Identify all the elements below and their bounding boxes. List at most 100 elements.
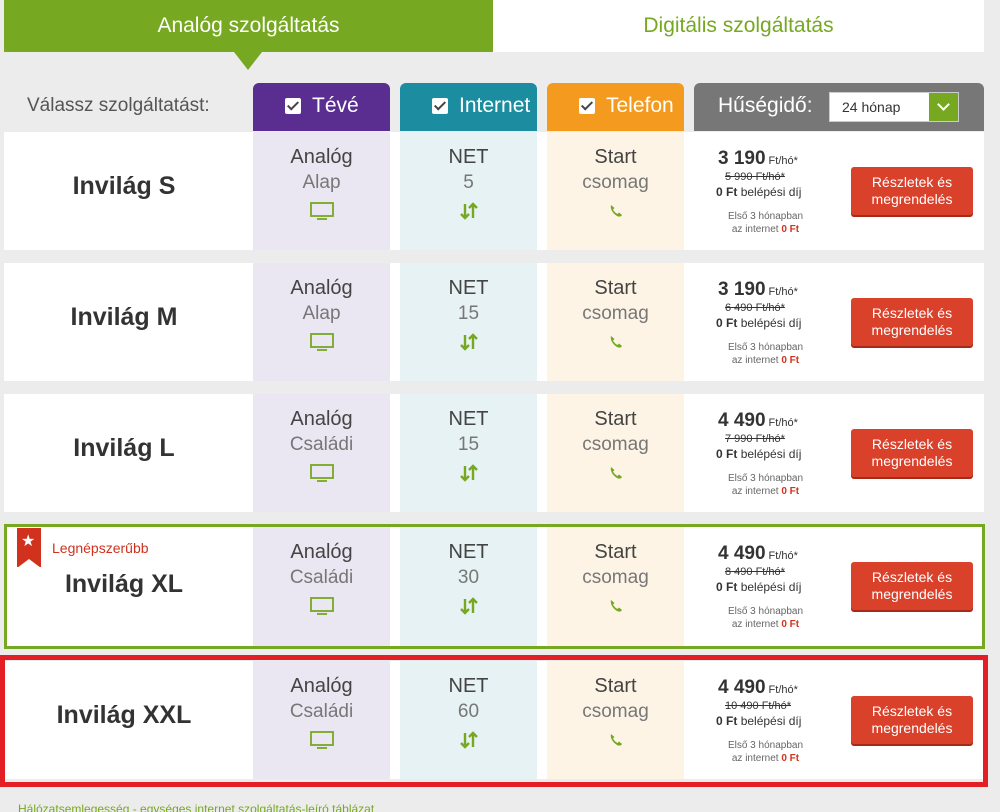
phone-column: Start csomag [547, 263, 684, 381]
popular-badge: Legnépszerűbb [52, 540, 149, 556]
entry-fee: 0 Ft belépési díj [716, 185, 802, 199]
net-neutrality-link[interactable]: Hálózatsemlegesség - egységes internet s… [18, 802, 375, 812]
monthly-price: 3 190 Ft/hó* [718, 148, 798, 169]
internet-speed: 15 [457, 303, 480, 324]
chevron-down-icon[interactable] [929, 93, 958, 121]
tv-icon [253, 333, 390, 356]
choose-service-label: Válassz szolgáltatást: [27, 95, 210, 116]
tv-column: Analóg Alap [253, 132, 390, 250]
internet-type: NET [448, 277, 489, 299]
original-price: 10 490 Ft/hó* [725, 700, 792, 712]
phone-column: Start csomag [547, 394, 684, 512]
package-row: Invilág XL Analóg Családi NET 30 Start c… [4, 527, 984, 647]
phone-icon [547, 598, 684, 619]
original-price: 5 990 Ft/hó* [725, 171, 785, 183]
phone-type: Start [594, 146, 637, 168]
phone-type: Start [594, 408, 637, 430]
tv-column: Analóg Családi [253, 661, 390, 779]
checkbox-icon[interactable] [432, 98, 448, 114]
internet-column: NET 60 [400, 661, 537, 779]
monthly-price: 4 490 Ft/hó* [718, 543, 798, 564]
phone-type: Start [594, 541, 637, 563]
tv-column: Analóg Családi [253, 527, 390, 647]
price-column: 4 490 Ft/hó* 8 490 Ft/hó* 0 Ft belépési d… [694, 527, 984, 647]
internet-column: NET 5 [400, 132, 537, 250]
entry-fee: 0 Ft belépési díj [716, 714, 802, 728]
package-row: Invilág S Analóg Alap NET 5 Start csomag… [4, 132, 984, 250]
tv-filter-toggle[interactable]: Tévé [253, 83, 390, 131]
price-column: 4 490 Ft/hó* 7 990 Ft/hó* 0 Ft belépési d… [694, 394, 984, 512]
phone-icon [547, 203, 684, 224]
phone-column: Start csomag [547, 661, 684, 779]
internet-type: NET [448, 541, 489, 563]
updown-arrows-icon [400, 597, 537, 620]
phone-column: Start csomag [547, 527, 684, 647]
phone-package: csomag [582, 303, 649, 324]
active-tab-pointer [234, 52, 262, 70]
entry-fee: 0 Ft belépési díj [716, 316, 802, 330]
tv-package: Családi [289, 567, 354, 588]
original-price: 7 990 Ft/hó* [725, 433, 785, 445]
details-order-button[interactable]: Részletek és megrendelés [851, 562, 973, 610]
tv-type: Analóg [290, 675, 353, 697]
phone-icon [547, 334, 684, 355]
internet-column: NET 15 [400, 263, 537, 381]
package-name: Invilág S [72, 172, 176, 200]
tv-icon [253, 731, 390, 754]
internet-filter-toggle[interactable]: Internet [400, 83, 537, 131]
details-order-button[interactable]: Részletek és megrendelés [851, 167, 973, 215]
internet-speed: 15 [457, 434, 480, 455]
tv-icon [253, 464, 390, 487]
price-column: 3 190 Ft/hó* 6 490 Ft/hó* 0 Ft belépési d… [694, 263, 984, 381]
checkbox-icon[interactable] [285, 98, 301, 114]
phone-package: csomag [582, 434, 649, 455]
loyalty-label: Hűségidő: [718, 94, 813, 117]
tab-analog[interactable]: Analóg szolgáltatás [4, 0, 493, 52]
phone-filter-toggle[interactable]: Telefon [547, 83, 684, 131]
internet-column: NET 30 [400, 527, 537, 647]
checkbox-icon[interactable] [579, 98, 595, 114]
promo-text: Első 3 hónapban az internet 0 Ft [727, 473, 804, 497]
phone-filter-label: Telefon [606, 94, 674, 117]
entry-fee: 0 Ft belépési díj [716, 580, 802, 594]
tv-type: Analóg [290, 277, 353, 299]
promo-text: Első 3 hónapban az internet 0 Ft [727, 342, 804, 366]
updown-arrows-icon [400, 731, 537, 754]
tv-icon [253, 202, 390, 225]
loyalty-header: Hűségidő: 24 hónap [694, 83, 984, 131]
phone-column: Start csomag [547, 132, 684, 250]
phone-type: Start [594, 277, 637, 299]
promo-text: Első 3 hónapban az internet 0 Ft [727, 740, 804, 764]
internet-speed: 30 [457, 567, 480, 588]
updown-arrows-icon [400, 333, 537, 356]
updown-arrows-icon [400, 464, 537, 487]
tv-type: Analóg [290, 146, 353, 168]
price-column: 3 190 Ft/hó* 5 990 Ft/hó* 0 Ft belépési d… [694, 132, 984, 250]
tv-column: Analóg Családi [253, 394, 390, 512]
phone-icon [547, 732, 684, 753]
details-order-button[interactable]: Részletek és megrendelés [851, 298, 973, 346]
tv-package: Alap [302, 172, 341, 193]
loyalty-period-select[interactable]: 24 hónap [829, 92, 959, 122]
package-name: Invilág XL [64, 570, 184, 598]
service-tabs: Analóg szolgáltatás Digitális szolgáltat… [4, 0, 984, 52]
original-price: 8 490 Ft/hó* [725, 566, 785, 578]
tab-digital[interactable]: Digitális szolgáltatás [493, 0, 984, 52]
tv-type: Analóg [290, 541, 353, 563]
tv-icon [253, 597, 390, 620]
tv-type: Analóg [290, 408, 353, 430]
package-row: Invilág L Analóg Családi NET 15 Start cs… [4, 394, 984, 512]
phone-package: csomag [582, 567, 649, 588]
promo-text: Első 3 hónapban az internet 0 Ft [727, 211, 804, 235]
loyalty-period-value: 24 hónap [842, 99, 901, 115]
details-order-button[interactable]: Részletek és megrendelés [851, 429, 973, 477]
monthly-price: 4 490 Ft/hó* [718, 410, 798, 431]
entry-fee: 0 Ft belépési díj [716, 447, 802, 461]
phone-type: Start [594, 675, 637, 697]
tv-package: Családi [289, 701, 354, 722]
monthly-price: 4 490 Ft/hó* [718, 677, 798, 698]
tv-filter-label: Tévé [312, 94, 359, 117]
details-order-button[interactable]: Részletek és megrendelés [851, 696, 973, 744]
updown-arrows-icon [400, 202, 537, 225]
internet-type: NET [448, 408, 489, 430]
